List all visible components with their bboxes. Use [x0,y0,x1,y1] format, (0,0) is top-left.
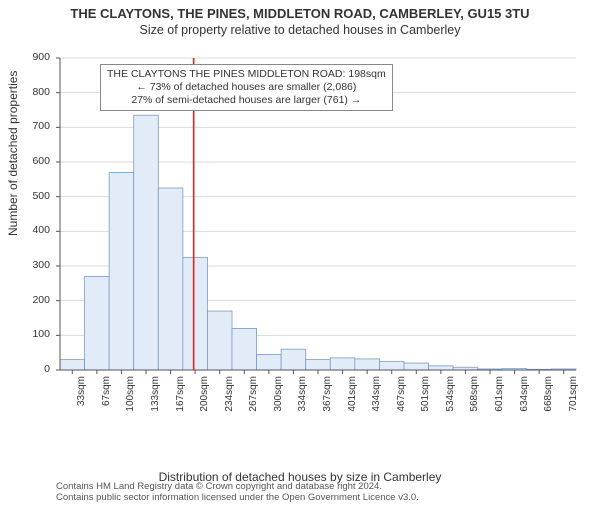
x-tick-label: 601sqm [494,376,505,424]
y-tick-label: 0 [20,363,50,375]
x-tick-label: 701sqm [568,376,579,424]
chart-subtitle: Size of property relative to detached ho… [0,23,600,37]
annotation-line-2: ← 73% of detached houses are smaller (2,… [107,81,386,94]
x-tick-label: 100sqm [125,376,136,424]
attribution-line-2: Contains public sector information licen… [56,493,419,504]
x-tick-label: 367sqm [322,376,333,424]
y-tick-label: 800 [20,86,50,98]
x-tick-label: 200sqm [199,376,210,424]
x-tick-label: 434sqm [371,376,382,424]
y-tick-label: 300 [20,259,50,271]
x-tick-label: 300sqm [273,376,284,424]
x-tick-label: 534sqm [445,376,456,424]
y-tick-label: 900 [20,51,50,63]
annotation-line-1: THE CLAYTONS THE PINES MIDDLETON ROAD: 1… [107,68,386,81]
y-tick-label: 500 [20,190,50,202]
y-tick-label: 600 [20,155,50,167]
x-tick-label: 33sqm [76,376,87,424]
x-tick-label: 501sqm [420,376,431,424]
y-tick-label: 100 [20,328,50,340]
x-tick-label: 133sqm [150,376,161,424]
attribution-text: Contains HM Land Registry data © Crown c… [56,482,419,504]
x-tick-label: 668sqm [543,376,554,424]
annotation-line-3: 27% of semi-detached houses are larger (… [107,94,386,107]
chart-plot-area: 0100200300400500600700800900 33sqm67sqm1… [56,54,580,424]
x-tick-label: 401sqm [347,376,358,424]
annotation-callout: THE CLAYTONS THE PINES MIDDLETON ROAD: 1… [100,64,393,111]
x-tick-label: 67sqm [101,376,112,424]
y-tick-label: 200 [20,294,50,306]
x-tick-label: 267sqm [248,376,259,424]
y-axis-label: Number of detached properties [6,71,20,236]
x-tick-label: 234sqm [224,376,235,424]
chart-title: THE CLAYTONS, THE PINES, MIDDLETON ROAD,… [0,6,600,21]
x-tick-label: 568sqm [469,376,480,424]
x-tick-label: 334sqm [297,376,308,424]
y-tick-label: 400 [20,224,50,236]
y-tick-label: 700 [20,120,50,132]
x-tick-label: 167sqm [175,376,186,424]
x-tick-label: 467sqm [396,376,407,424]
x-tick-label: 634sqm [519,376,530,424]
